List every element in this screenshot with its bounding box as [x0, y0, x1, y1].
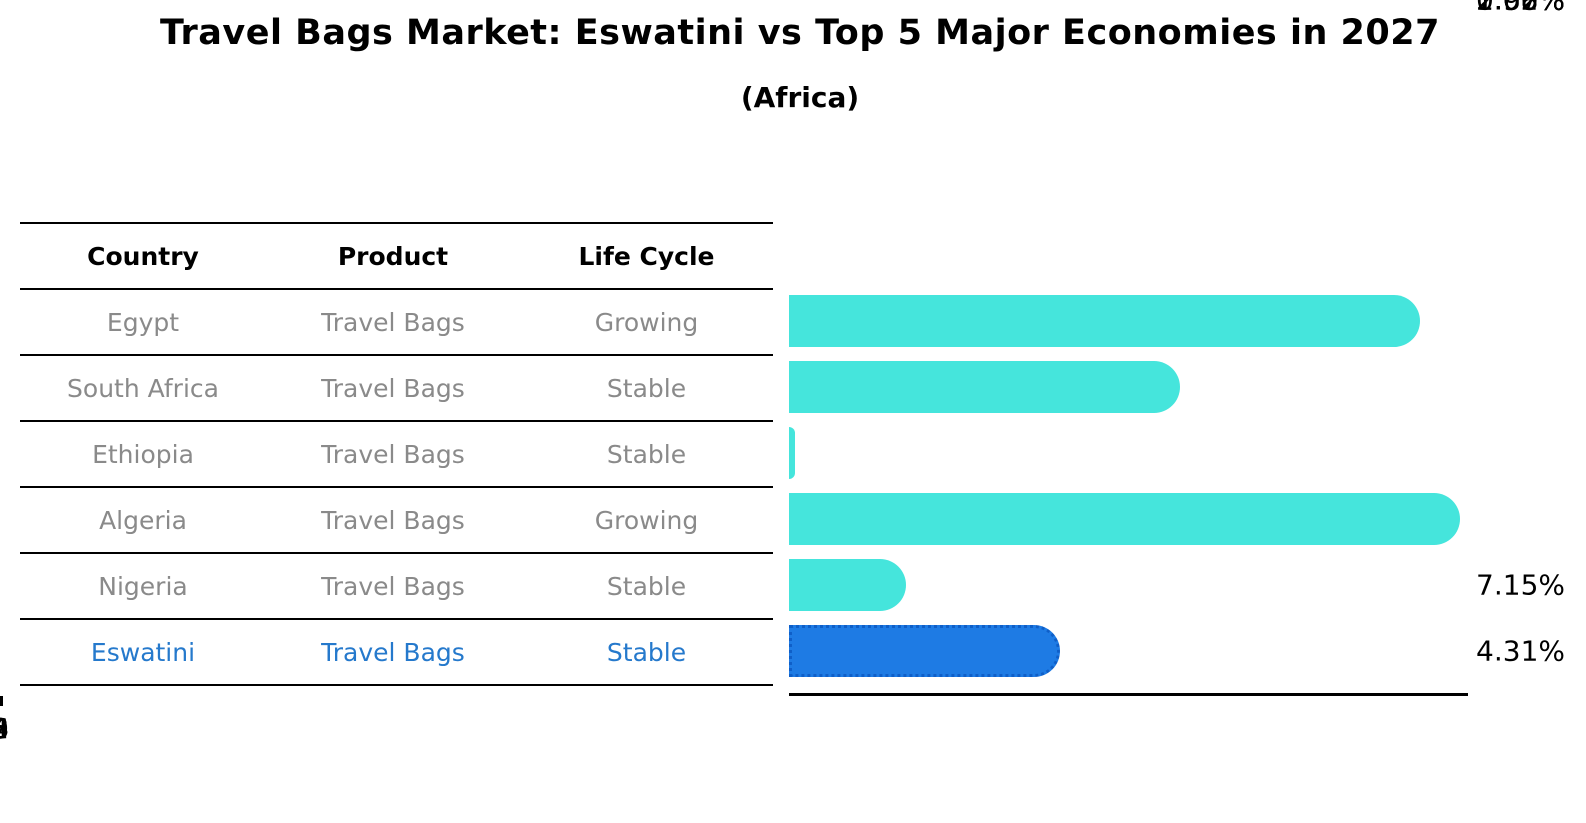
cell-country: Egypt	[106, 307, 180, 337]
bar-value-label: 2.90%	[1476, 0, 1565, 17]
bar-value-label: 0.07%	[1476, 0, 1565, 17]
chart-title: Travel Bags Market: Eswatini vs Top 5 Ma…	[160, 13, 1440, 53]
table-row-highlighted: Eswatini Travel Bags Stable	[20, 620, 773, 686]
cell-product: Travel Bags	[321, 307, 465, 337]
cell-life-cycle: Stable	[606, 637, 687, 667]
table-row: Nigeria Travel Bags Stable	[20, 554, 773, 620]
bar	[789, 361, 1180, 413]
cell-life-cycle: Stable	[606, 373, 687, 403]
column-header-product: Product	[337, 241, 449, 271]
cell-country: South Africa	[67, 373, 219, 403]
cell-product: Travel Bags	[321, 571, 465, 601]
table-header-row: Country Product Life Cycle	[20, 224, 773, 290]
bar	[789, 295, 1421, 347]
bar	[789, 559, 907, 611]
bar-value-label: 7.62%	[1476, 0, 1565, 17]
cell-product: Travel Bags	[321, 505, 465, 535]
x-axis-tick	[0, 696, 3, 706]
column-header-life-cycle: Life Cycle	[578, 241, 715, 271]
cell-country: Ethiopia	[92, 439, 194, 469]
cell-product: Travel Bags	[321, 439, 465, 469]
x-axis-tick-label: 0	[0, 712, 40, 745]
bar-value-label: 4.31%	[1476, 634, 1565, 668]
cell-country: Eswatini	[90, 637, 196, 667]
column-header-country: Country	[87, 241, 199, 271]
cell-life-cycle: Stable	[606, 571, 687, 601]
country-table: Country Product Life Cycle Egypt Travel …	[20, 222, 773, 686]
table-row: South Africa Travel Bags Stable	[20, 356, 773, 422]
bar-plot-area	[789, 222, 1466, 684]
cell-country: Algeria	[99, 505, 187, 535]
bar-highlighted	[789, 625, 1061, 677]
bar	[789, 427, 795, 479]
cell-life-cycle: Growing	[594, 505, 699, 535]
x-axis-tick-label: 4	[0, 712, 40, 745]
bar-value-label: 7.15%	[1476, 568, 1565, 602]
cell-life-cycle: Growing	[594, 307, 699, 337]
table-row: Egypt Travel Bags Growing	[20, 290, 773, 356]
cell-life-cycle: Stable	[606, 439, 687, 469]
bar	[789, 493, 1460, 545]
x-axis-tick-label: 8	[0, 712, 40, 745]
table-row: Ethiopia Travel Bags Stable	[20, 422, 773, 488]
x-axis-tick-label: 6	[0, 712, 40, 745]
cell-product: Travel Bags	[321, 373, 465, 403]
cell-country: Nigeria	[98, 571, 188, 601]
cell-product: Travel Bags	[321, 637, 465, 667]
x-axis-tick-label: 2	[0, 712, 40, 745]
table-row: Algeria Travel Bags Growing	[20, 488, 773, 554]
x-axis-line	[789, 693, 1468, 696]
chart-subtitle: (Africa)	[740, 81, 860, 114]
bar-value-label: 1.08%	[1476, 0, 1565, 17]
